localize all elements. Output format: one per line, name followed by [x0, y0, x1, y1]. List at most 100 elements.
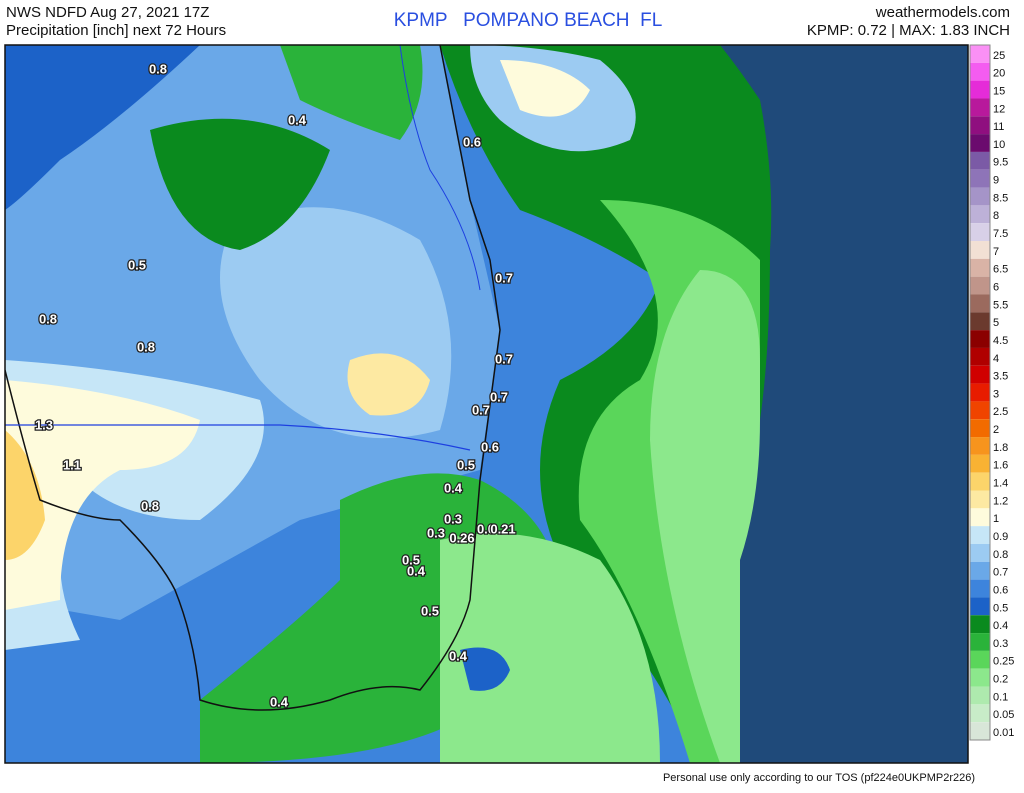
colorbar-label: 0.7: [993, 567, 1008, 579]
color-swatch: [970, 276, 990, 295]
color-swatch: [970, 704, 990, 723]
color-swatch: [970, 686, 990, 705]
color-swatch: [970, 490, 990, 509]
colorbar-label: 1.4: [993, 478, 1008, 490]
color-swatch: [970, 116, 990, 135]
color-swatch: [970, 722, 990, 740]
map-label: 0.4: [407, 563, 426, 578]
color-swatch: [970, 668, 990, 687]
map-label: 0.4: [270, 694, 289, 709]
colorbar-label: 7: [993, 246, 999, 258]
color-swatch: [970, 205, 990, 224]
color-swatch: [970, 365, 990, 384]
map-label: 0.5: [421, 603, 439, 618]
colorbar-label: 7.5: [993, 228, 1008, 240]
map-label: 0.8: [137, 339, 155, 354]
colorbar-label: 0.8: [993, 549, 1008, 561]
colorbar-label: 0.05: [993, 709, 1014, 721]
color-swatch: [970, 187, 990, 206]
colorbar-label: 3: [993, 388, 999, 400]
colorbar-label: 10: [993, 139, 1005, 151]
color-swatch: [970, 294, 990, 313]
colorbar-label: 0.5: [993, 602, 1008, 614]
colorbar-label: 0.1: [993, 691, 1008, 703]
color-swatch: [970, 508, 990, 527]
colorbar-label: 12: [993, 103, 1005, 115]
color-swatch: [970, 579, 990, 598]
map-label: 0.5: [457, 457, 475, 472]
color-swatch: [970, 62, 990, 81]
color-swatch: [970, 419, 990, 438]
colorbar-label: 2.5: [993, 406, 1008, 418]
colorbar-label: 25: [993, 50, 1005, 62]
map: [4, 44, 969, 764]
colorbar-label: 5: [993, 317, 999, 329]
color-swatch: [970, 383, 990, 402]
color-swatch: [970, 561, 990, 580]
map-label: 0.0: [477, 521, 495, 536]
colorbar-label: 0.9: [993, 531, 1008, 543]
header-text: KPMP: 0.72 | MAX: 1.83 INCH: [807, 22, 1010, 39]
color-swatch: [970, 241, 990, 259]
colorbar-label: 11: [993, 121, 1004, 133]
color-swatch: [970, 650, 990, 669]
color-swatch: [970, 615, 990, 634]
map-label: 0.5: [128, 257, 146, 272]
header-text: Precipitation [inch] next 72 Hours: [6, 22, 226, 39]
map-label: 0.21: [490, 521, 515, 536]
colorbar-label: 0.25: [993, 656, 1014, 668]
colorbar-label: 6.5: [993, 264, 1008, 276]
header-text: weathermodels.com: [875, 4, 1010, 21]
map-label: 0.4: [449, 648, 468, 663]
colorbar-label: 3.5: [993, 371, 1008, 383]
color-swatch: [970, 223, 990, 242]
color-swatch: [970, 258, 990, 277]
color-swatch: [970, 633, 990, 651]
map-label: 0.3: [444, 511, 462, 526]
colorbar-label: 9: [993, 175, 999, 187]
colorbar-label: 0.2: [993, 674, 1008, 686]
color-swatch: [970, 437, 990, 455]
colorbar: 2520151211109.598.587.576.565.554.543.53…: [969, 44, 1014, 741]
colorbar-label: 15: [993, 85, 1005, 97]
map-label: 0.8: [39, 311, 57, 326]
color-swatch: [970, 151, 990, 170]
colorbar-label: 8: [993, 210, 999, 222]
colorbar-label: 5.5: [993, 299, 1008, 311]
map-label: 0.7: [472, 402, 490, 417]
colorbar-label: 1: [993, 513, 999, 525]
color-swatch: [970, 597, 990, 616]
colorbar-label: 0.4: [993, 620, 1008, 632]
color-swatch: [970, 454, 990, 473]
colorbar-label: 1.2: [993, 495, 1008, 507]
color-swatch: [970, 134, 990, 152]
map-label: 0.7: [490, 389, 508, 404]
color-swatch: [970, 98, 990, 117]
map-label: 0.26: [449, 530, 474, 545]
map-label: 1.3: [35, 417, 53, 432]
map-label: 0.7: [495, 351, 513, 366]
color-swatch: [970, 80, 990, 99]
colorbar-label: 6: [993, 281, 999, 293]
colorbar-label: 2: [993, 424, 999, 436]
colorbar-label: 0.01: [993, 727, 1014, 739]
color-swatch: [970, 330, 990, 348]
color-swatch: [970, 472, 990, 491]
map-label: 0.6: [481, 439, 499, 454]
color-swatch: [970, 526, 990, 544]
color-swatch: [970, 543, 990, 562]
colorbar-frame: [969, 44, 991, 741]
map-label: 0.5: [402, 552, 420, 567]
footer: Personal use only according to our TOS (…: [663, 772, 975, 784]
station-title: KPMP POMPANO BEACH FL: [394, 10, 663, 31]
color-swatch: [970, 169, 990, 188]
colorbar-label: 0.6: [993, 584, 1008, 596]
colorbar-label: 0.3: [993, 638, 1008, 650]
color-swatch: [970, 401, 990, 420]
colorbar-label: 9.5: [993, 157, 1008, 169]
color-swatch: [970, 45, 990, 63]
colorbar-label: 20: [993, 68, 1005, 80]
map-labels: 0.80.40.60.50.70.80.80.70.70.71.30.61.1 0…: [34, 60, 517, 711]
map-label: 0.4: [444, 480, 463, 495]
map-label: 0.8: [141, 498, 159, 513]
